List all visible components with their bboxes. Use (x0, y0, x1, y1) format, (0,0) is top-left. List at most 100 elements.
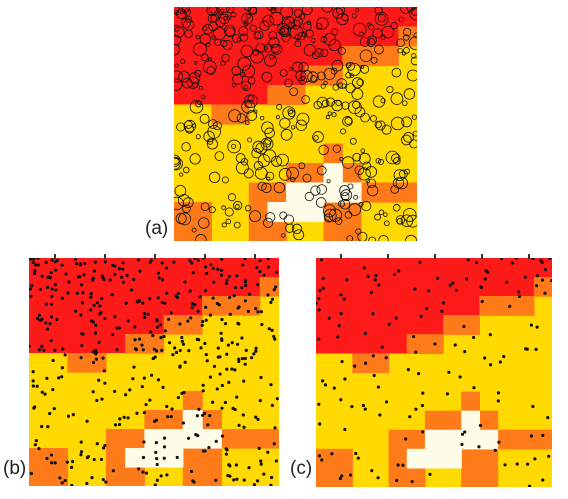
panel-c-marker (371, 354, 375, 358)
panel-b-marker (85, 455, 90, 460)
panel-a-marker (226, 15, 232, 21)
panel-c-marker (408, 415, 412, 419)
panel-c-orange-zone-cell (479, 296, 499, 316)
panel-a-marker (252, 49, 260, 56)
panel-c-marker (353, 364, 357, 368)
panel-c-orange-zone-cell (406, 467, 426, 487)
panel-b-marker (182, 390, 186, 395)
panel-a-marker (403, 88, 416, 100)
panel-a-marker (268, 31, 278, 40)
panel-a-marker (332, 144, 341, 153)
panel-a-marker (380, 34, 386, 40)
panel-c-marker (460, 432, 465, 436)
panel-c-marker (419, 314, 423, 318)
panel-c-marker (508, 304, 512, 308)
panel-a-marker (225, 218, 232, 225)
panel-a-marker (298, 62, 309, 73)
panel-b-marker (48, 276, 53, 280)
panel-a-marker (275, 115, 280, 120)
panel-b-orange-zone-cell (182, 448, 203, 468)
panel-c-orange-zone-cell (388, 467, 408, 487)
panel-b-marker (49, 461, 54, 465)
panel-c-marker (384, 356, 388, 360)
panel-b-marker (32, 258, 36, 261)
panel-b-marker (50, 287, 54, 291)
panel-b-marker (148, 398, 152, 402)
panel-b-marker (270, 403, 274, 407)
panel-c-marker (404, 437, 408, 441)
panel-b-orange-zone-cell (144, 334, 165, 354)
panel-c-marker (483, 356, 487, 360)
panel-a-marker (374, 213, 381, 221)
panel-b-marker (206, 423, 210, 427)
panel-b-marker (49, 338, 53, 343)
panel-a-marker (355, 7, 360, 13)
panel-b-marker (183, 280, 187, 284)
panel-b-marker (163, 301, 167, 305)
panel-a-red-zone-cell (360, 7, 381, 46)
panel-c-marker (340, 474, 344, 478)
panel-a-marker (192, 82, 198, 88)
panel-b-marker (155, 319, 159, 323)
panel-b-marker (132, 365, 136, 369)
panel-a-marker (353, 194, 358, 200)
panel-b-marker (117, 267, 122, 271)
panel-a-marker (220, 60, 226, 67)
panel-a-raster (174, 7, 417, 241)
panel-b-marker (256, 310, 260, 314)
panel-a-marker (179, 172, 184, 177)
panel-b-marker (237, 423, 241, 428)
panel-a-marker (253, 161, 264, 171)
panel-b-marker (162, 436, 167, 440)
panel-b-marker (64, 272, 68, 276)
panel-a-marker (194, 69, 202, 77)
panel-b-marker (113, 423, 118, 427)
panel-b-marker (230, 341, 234, 345)
panel-b-marker (212, 364, 217, 368)
panel-a-marker (280, 233, 286, 238)
panel-b-marker (224, 452, 229, 456)
panel-a-marker (285, 223, 295, 233)
panel-b-marker (146, 312, 150, 316)
panel-b-orange-zone-cell (202, 448, 222, 468)
panel-b-marker (49, 302, 54, 306)
panel-b-marker (60, 296, 64, 300)
panel-b-marker (240, 336, 244, 340)
panel-b-marker (35, 384, 39, 388)
panel-a-marker (191, 227, 197, 233)
panel-a-marker (347, 62, 361, 77)
panel-a-marker (286, 166, 299, 180)
panel-b-marker (101, 477, 105, 482)
panel-a-marker (206, 7, 219, 17)
panel-a-marker (367, 185, 379, 197)
panel-b-marker (122, 415, 126, 419)
panel-a-marker (221, 176, 229, 184)
panel-b-marker (97, 340, 101, 344)
panel-c-marker (493, 448, 497, 452)
panel-c-marker (460, 442, 464, 446)
panel-b-marker (240, 357, 245, 361)
panel-b-marker (232, 478, 236, 482)
panel-c-tick (528, 254, 531, 259)
panel-b-marker (113, 264, 117, 268)
panel-b-marker (159, 336, 163, 340)
panel-b-marker (49, 271, 53, 275)
panel-c-marker (451, 281, 455, 285)
panel-c-marker (369, 290, 374, 295)
panel-a-marker (401, 134, 412, 146)
panel-c-marker (339, 293, 343, 297)
panel-b-marker (137, 467, 141, 471)
panel-b-marker (273, 337, 277, 341)
panel-a-marker (232, 73, 244, 85)
panel-b-marker (99, 457, 104, 462)
panel-c-orange-zone-cell (388, 448, 408, 469)
panel-a-marker (411, 8, 417, 16)
panel-b-marker (138, 337, 142, 341)
panel-c-cream-zone-cell (443, 429, 462, 450)
panel-a-marker (332, 7, 344, 19)
panel-b-marker (103, 316, 107, 321)
panel-b-marker (209, 263, 213, 267)
panel-a-marker (368, 236, 377, 241)
panel-b-marker (187, 349, 191, 353)
panel-b-marker (31, 260, 35, 264)
